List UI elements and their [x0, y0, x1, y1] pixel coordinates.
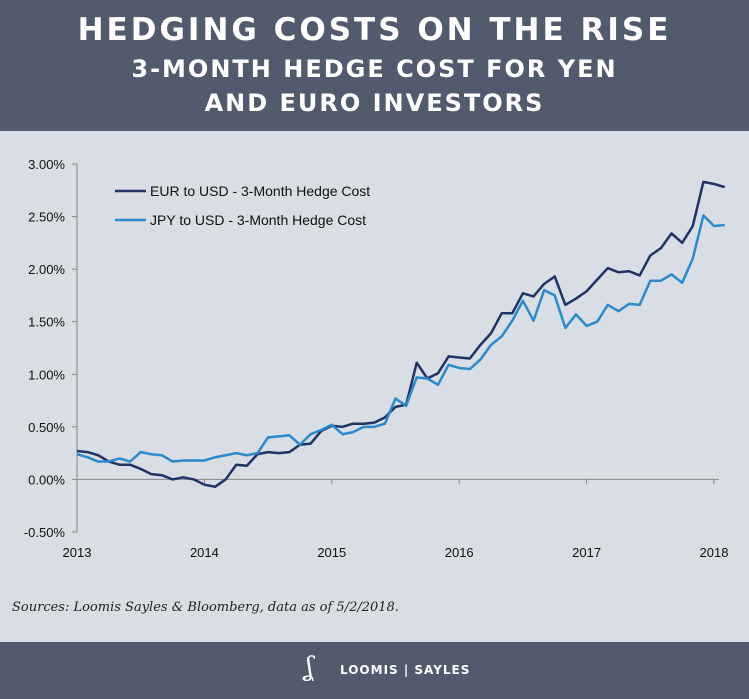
- header: HEDGING COSTS ON THE RISE 3-MONTH HEDGE …: [0, 0, 749, 131]
- y-tick-label: 0.50%: [28, 420, 65, 435]
- series-line-jpy: [76, 214, 725, 463]
- y-tick-label: 2.00%: [28, 262, 65, 277]
- x-tick-label: 2013: [63, 545, 92, 560]
- x-tick-label: 2018: [700, 545, 729, 560]
- y-tick-label: -0.50%: [24, 525, 66, 540]
- source-note: Sources: Loomis Sayles & Bloomberg, data…: [12, 600, 399, 615]
- y-tick-label: 1.50%: [28, 315, 65, 330]
- x-tick-label: 2014: [190, 545, 219, 560]
- x-tick-label: 2015: [317, 545, 346, 560]
- x-tick-label: 2016: [445, 545, 474, 560]
- y-tick-label: 3.00%: [28, 157, 65, 172]
- chart-title: HEDGING COSTS ON THE RISE: [77, 12, 672, 48]
- y-tick-label: 0.00%: [28, 472, 65, 487]
- y-tick-label: 1.00%: [28, 367, 65, 382]
- legend-label: EUR to USD - 3-Month Hedge Cost: [150, 183, 370, 199]
- footer: ʆ LOOMIS | SAYLES: [0, 642, 749, 699]
- x-tick-label: 2017: [572, 545, 601, 560]
- y-tick-label: 2.50%: [28, 210, 65, 225]
- legend-label: JPY to USD - 3-Month Hedge Cost: [150, 212, 366, 228]
- chart-subtitle-line1: 3-MONTH HEDGE COST FOR YEN: [131, 55, 618, 83]
- chart-subtitle-line2: AND EURO INVESTORS: [204, 89, 545, 117]
- loomis-sayles-logo-mark: ʆ: [305, 652, 314, 682]
- series-line-eur: [76, 180, 725, 489]
- brand-name: LOOMIS | SAYLES: [340, 663, 471, 677]
- line-chart: 3.00% 2.50% 2.00% 1.50% 1.00% 0.50% 0.00% -0.50…: [24, 157, 729, 560]
